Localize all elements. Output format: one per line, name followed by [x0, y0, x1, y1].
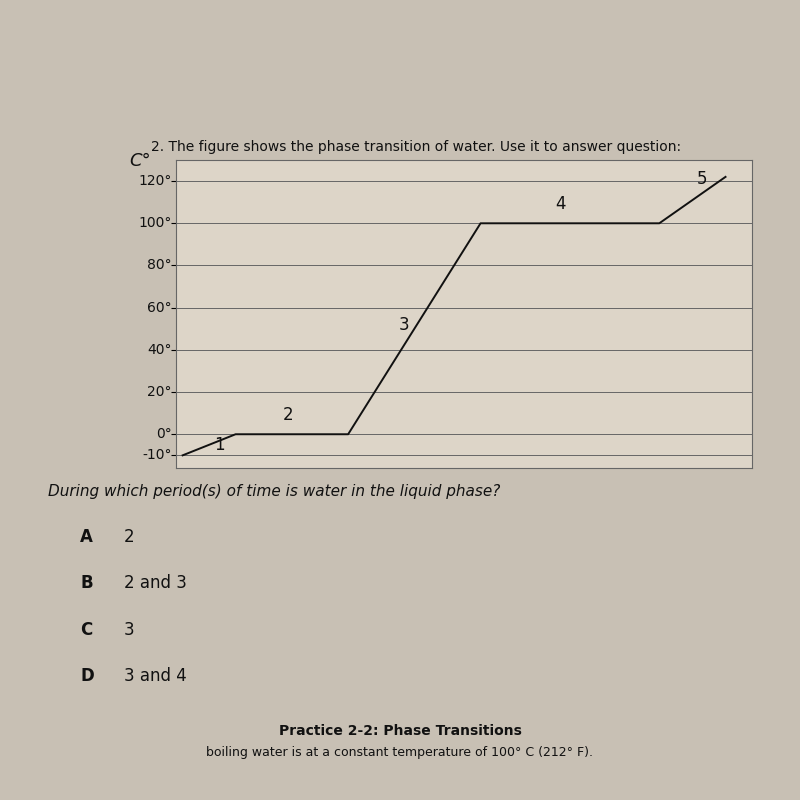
Text: D: D — [80, 667, 94, 685]
Text: 80°: 80° — [147, 258, 172, 273]
Text: boiling water is at a constant temperature of 100° C (212° F).: boiling water is at a constant temperatu… — [206, 746, 594, 758]
Text: 100°: 100° — [138, 216, 172, 230]
Text: -10°: -10° — [142, 448, 172, 462]
Text: 40°: 40° — [147, 343, 172, 357]
Text: 3: 3 — [399, 315, 410, 334]
Text: 3: 3 — [124, 621, 134, 638]
Text: C°: C° — [129, 152, 151, 170]
Text: 20°: 20° — [147, 385, 172, 399]
Text: 3 and 4: 3 and 4 — [124, 667, 186, 685]
Text: C: C — [80, 621, 92, 638]
Text: 2: 2 — [124, 528, 134, 546]
Text: Practice 2-2: Phase Transitions: Practice 2-2: Phase Transitions — [278, 724, 522, 738]
Text: 1: 1 — [214, 436, 224, 454]
Text: 120°: 120° — [138, 174, 172, 188]
Text: 0°: 0° — [156, 427, 172, 442]
Text: 2. The figure shows the phase transition of water. Use it to answer question:: 2. The figure shows the phase transition… — [151, 140, 681, 154]
Text: 60°: 60° — [147, 301, 172, 314]
Text: A: A — [80, 528, 93, 546]
Text: 2 and 3: 2 and 3 — [124, 574, 187, 592]
Text: B: B — [80, 574, 93, 592]
Text: 4: 4 — [554, 195, 566, 214]
Text: During which period(s) of time is water in the liquid phase?: During which period(s) of time is water … — [48, 484, 500, 499]
Text: 5: 5 — [697, 170, 707, 188]
Text: 2: 2 — [283, 406, 294, 424]
